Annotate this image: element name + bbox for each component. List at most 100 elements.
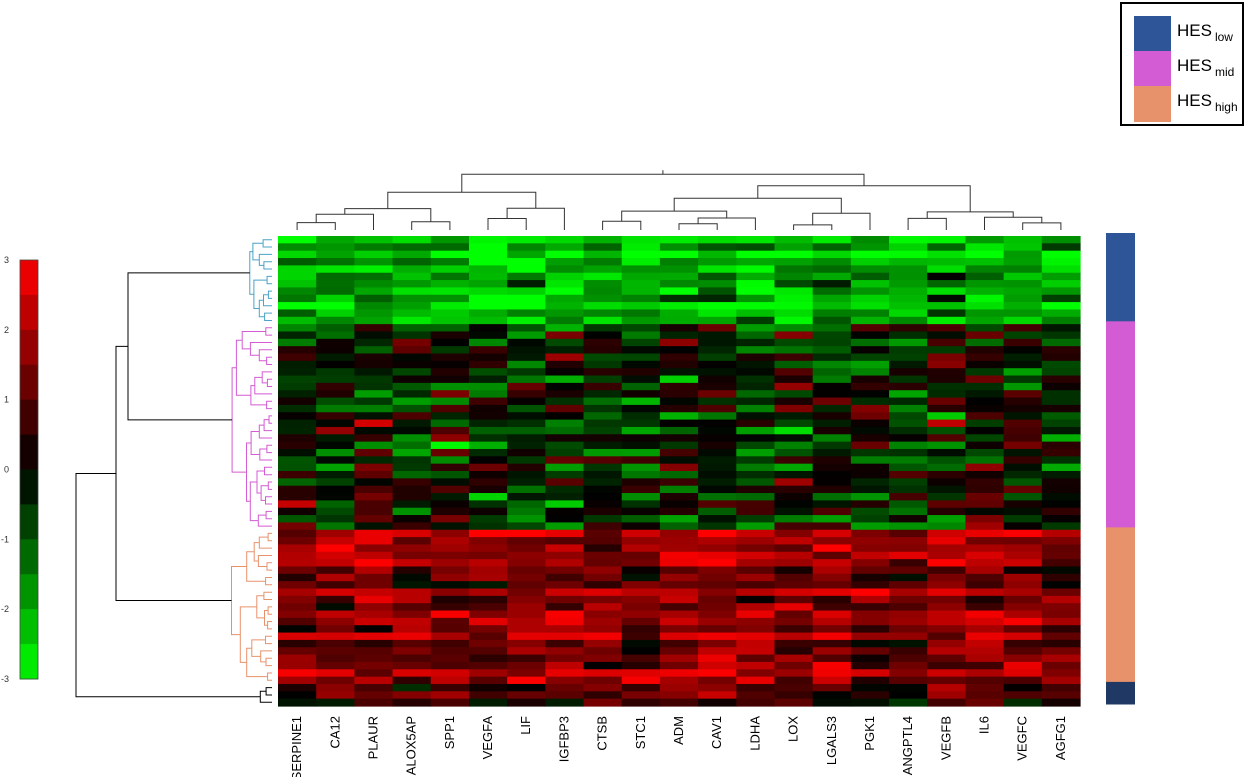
- heatmap-cell: [545, 595, 585, 604]
- heatmap-cell: [927, 434, 967, 443]
- heatmap-cell: [736, 302, 776, 311]
- heatmap-cell: [583, 382, 623, 391]
- heatmap-cell: [965, 588, 1005, 597]
- dendrogram-link: [231, 566, 247, 636]
- heatmap-cell: [927, 573, 967, 582]
- heatmap-cell: [354, 683, 394, 692]
- heatmap-cell: [812, 691, 852, 700]
- heatmap-cell: [621, 265, 661, 274]
- heatmap-cell: [659, 588, 699, 597]
- heatmap-cell: [316, 272, 355, 281]
- heatmap-cell: [278, 661, 317, 670]
- heatmap-cell: [316, 661, 355, 670]
- heatmap-cell: [1003, 581, 1043, 590]
- heatmap-cell: [812, 559, 852, 568]
- heatmap-cell: [545, 309, 585, 318]
- heatmap-cell: [774, 595, 814, 604]
- heatmap-cell: [583, 294, 623, 303]
- heatmap-cell: [812, 390, 852, 399]
- heatmap-cell: [316, 478, 355, 487]
- heatmap-cell: [927, 639, 967, 648]
- heatmap-cell: [889, 610, 928, 619]
- heatmap-cell: [468, 324, 508, 333]
- heatmap-cell: [965, 647, 1005, 656]
- heatmap-cell: [927, 559, 967, 568]
- heatmap-cell: [392, 647, 432, 656]
- heatmap-cell: [354, 625, 394, 634]
- heatmap-cell: [583, 485, 623, 494]
- heatmap-cell: [659, 478, 699, 487]
- heatmap-cell: [736, 683, 776, 692]
- heatmap-cell: [1003, 353, 1043, 362]
- dendrogram-link: [296, 222, 336, 230]
- heatmap-cell: [316, 551, 355, 560]
- heatmap-cell: [965, 456, 1005, 465]
- heatmap-cell: [850, 654, 890, 663]
- heatmap-cell: [468, 316, 508, 325]
- gene-label: CAV1: [709, 716, 724, 749]
- heatmap-cell: [774, 698, 814, 707]
- heatmap-cell: [659, 537, 699, 546]
- heatmap-cell: [736, 603, 776, 612]
- dendrogram-link: [907, 217, 947, 230]
- heatmap-cell: [392, 456, 432, 465]
- heatmap-cell: [736, 382, 776, 391]
- heatmap-cell: [468, 573, 508, 582]
- heatmap-cell: [736, 280, 776, 288]
- heatmap-cell: [698, 529, 737, 538]
- heatmap-cell: [468, 258, 508, 266]
- heatmap-cell: [659, 610, 699, 619]
- heatmap-cell: [698, 595, 737, 604]
- dendrogram-link: [249, 342, 272, 356]
- heatmap-cell: [927, 485, 967, 494]
- heatmap-cell: [430, 698, 470, 707]
- heatmap-cell: [927, 478, 967, 487]
- heatmap-cell: [545, 478, 585, 487]
- heatmap-cell: [354, 647, 394, 656]
- heatmap-cell: [812, 529, 852, 538]
- heatmap-cell: [965, 324, 1005, 333]
- heatmap-cell: [889, 559, 928, 568]
- heatmap-cell: [430, 537, 470, 546]
- heatmap-cell: [736, 324, 776, 333]
- heatmap-cell: [889, 338, 928, 347]
- heatmap-cell: [278, 698, 317, 707]
- heatmap-cell: [354, 603, 394, 612]
- heatmap-cell: [698, 280, 737, 288]
- heatmap-cell: [621, 661, 661, 670]
- heatmap-cell: [812, 280, 852, 288]
- heatmap-cell: [316, 346, 355, 355]
- heatmap-cell: [1003, 485, 1043, 494]
- heatmap-cell: [698, 331, 737, 340]
- heatmap-cell: [583, 375, 623, 384]
- heatmap-cell: [545, 243, 585, 252]
- heatmap-cell: [736, 287, 776, 296]
- heatmap-cell: [278, 617, 317, 626]
- dendrogram-link: [267, 606, 272, 615]
- heatmap-cell: [736, 676, 776, 685]
- heatmap-cell: [927, 294, 967, 303]
- heatmap-cell: [621, 581, 661, 590]
- heatmap-cell: [736, 566, 776, 575]
- heatmap-cell: [965, 551, 1005, 560]
- heatmap-cell: [278, 500, 317, 509]
- heatmap-cell: [698, 243, 737, 252]
- heatmap-cell: [659, 353, 699, 362]
- heatmap-cell: [812, 647, 852, 656]
- heatmap-cell: [583, 302, 623, 311]
- heatmap-cell: [621, 258, 661, 266]
- dendrogram-link: [127, 272, 250, 421]
- group-bar-segment: [1106, 321, 1135, 528]
- heatmap-cell: [1041, 654, 1081, 663]
- heatmap-cell: [468, 566, 508, 575]
- dendrogram-link: [387, 191, 537, 209]
- gene-label: AGFG1: [1053, 716, 1068, 760]
- dendrogram-link: [265, 496, 272, 505]
- heatmap-cell: [392, 316, 432, 325]
- heatmap-cell: [850, 382, 890, 391]
- heatmap-cell: [1041, 559, 1081, 568]
- heatmap-cell: [850, 368, 890, 377]
- heatmap-cell: [1003, 448, 1043, 457]
- heatmap-cell: [927, 603, 967, 612]
- heatmap-cell: [889, 654, 928, 663]
